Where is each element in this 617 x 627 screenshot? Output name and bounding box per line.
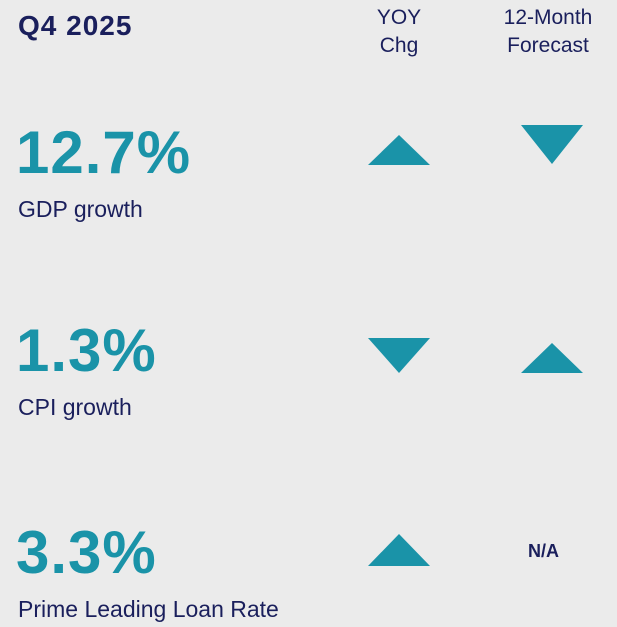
metric-value: 1.3% [16,317,157,384]
metric-label: GDP growth [18,196,143,222]
metric-value: 12.7% [16,119,192,186]
up-arrow [521,343,583,373]
column-header-line: Forecast [507,34,589,57]
metric-value: 3.3% [16,519,157,586]
metric-label: Prime Leading Loan Rate [18,596,279,622]
up-arrow [368,135,430,165]
column-header: 12-Month Forecast [478,4,617,60]
down-arrow [368,338,430,373]
metric-label: CPI growth [18,394,132,420]
down-arrow [521,125,583,164]
column-header-line: 12-Month [503,6,593,29]
column-header-line: Chg [379,34,419,57]
title: Q4 2025 [18,10,133,41]
column-header: YOY Chg [329,4,469,60]
column-header-line: YOY [376,6,422,29]
not-available: N/A [528,541,559,561]
up-arrow [368,534,430,566]
